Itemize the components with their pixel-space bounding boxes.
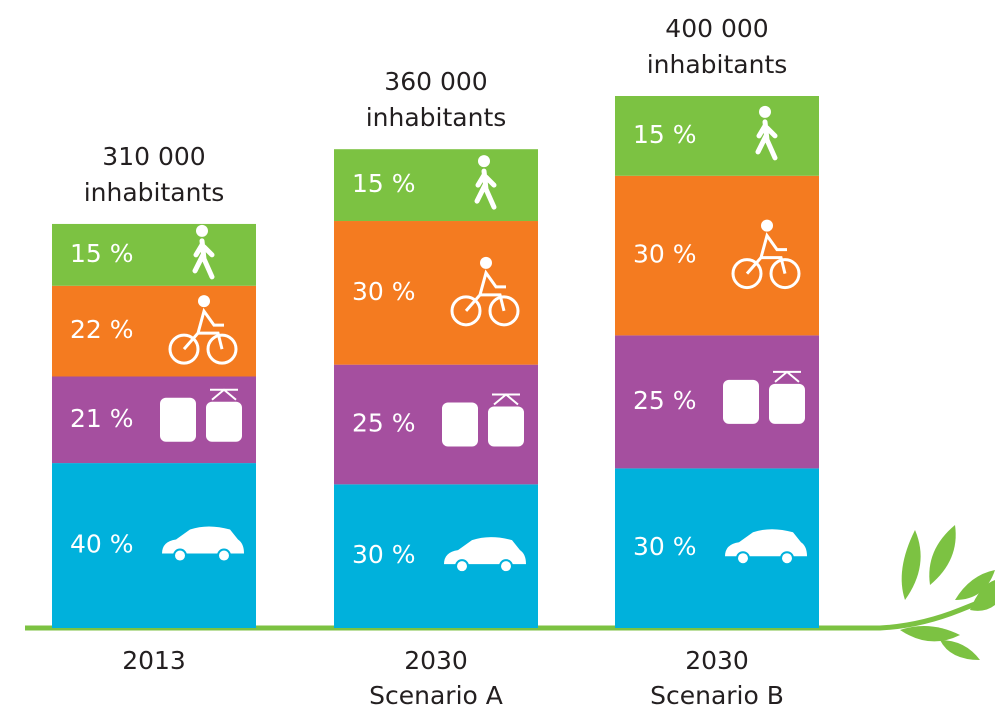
segment: 15 % [615,96,819,176]
car-icon [725,529,807,557]
value-label: 25 % [633,386,697,415]
wheel [450,295,482,327]
segment: 21 % [52,376,256,464]
tram-icon [206,401,242,442]
segment: 22 % [52,285,256,377]
total-label: 400 000 [665,14,768,43]
bar-segment [615,96,819,176]
value-label: 30 % [352,540,416,569]
category-label: 2030 [404,646,468,675]
bus-icon [723,379,759,424]
wheel [206,333,238,365]
bar-segment [334,149,538,222]
wheel [731,258,763,290]
value-label: 30 % [352,277,416,306]
tram-icon [769,383,805,424]
wheel [217,548,231,563]
total-label: inhabitants [84,178,225,207]
bar-segment [52,223,256,286]
car-icon [444,537,526,565]
head [761,219,773,232]
walker-icon [192,238,215,280]
frame [745,232,787,275]
wheel [488,295,520,327]
car-icon [162,526,244,554]
segment: 15 % [52,223,256,286]
wheel [499,559,513,574]
segment: 25 % [615,335,819,469]
walker-icon [474,168,497,210]
wheel [769,258,801,290]
frame [182,307,224,351]
segment: 40 % [52,463,256,628]
wheel [780,551,794,566]
bar-segment [615,175,819,336]
segment: 30 % [615,175,819,336]
segment: 30 % [615,468,819,628]
category-label: 2030 [685,646,749,675]
segment: 30 % [334,221,538,365]
ground [25,525,995,660]
value-label: 30 % [633,532,697,561]
value-label: 15 % [633,120,697,149]
value-label: 22 % [70,315,134,344]
value-label: 25 % [352,409,416,438]
wheel [168,333,200,365]
pantograph [492,393,520,406]
bar-segment [334,221,538,365]
wheel [173,548,187,563]
bar-segment [52,285,256,377]
wheel [736,551,750,566]
value-label: 21 % [70,404,134,433]
total-label: inhabitants [647,50,788,79]
value-label: 15 % [352,169,416,198]
head [480,256,492,269]
segment: 15 % [334,149,538,222]
bus-icon [442,402,478,447]
tram-icon [488,406,524,447]
frame [464,269,506,312]
head [196,224,208,237]
wheel [455,559,469,574]
category-label: 2013 [122,646,186,675]
category-label: Scenario A [369,681,503,710]
segment: 25 % [334,364,538,485]
value-label: 15 % [70,239,134,268]
total-label: 360 000 [384,67,487,96]
segment: 30 % [334,484,538,628]
bus-icon [160,397,196,442]
head [759,105,771,118]
total-label: inhabitants [366,103,507,132]
value-label: 40 % [70,530,134,559]
value-label: 30 % [633,240,697,269]
pantograph [210,388,238,401]
pantograph [773,370,801,383]
category-label: Scenario B [650,681,784,710]
head [198,295,210,308]
head [478,155,490,168]
total-label: 310 000 [102,142,205,171]
walker-icon [755,119,778,161]
